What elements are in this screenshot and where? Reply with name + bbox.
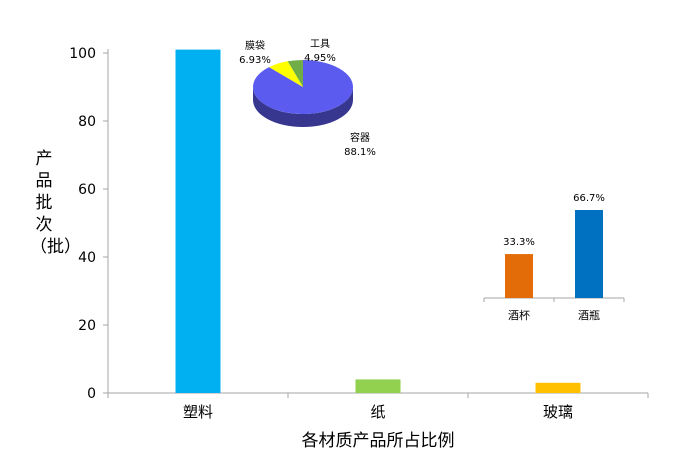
inset-bar-1 (505, 254, 533, 298)
pie-label: 工具 (310, 38, 330, 50)
x-tick-label: 玻璃 (543, 403, 573, 421)
main-chart-bars (175, 49, 581, 393)
x-axis-label: 各材质产品所占比例 (302, 431, 455, 451)
inset-bar-value-label: 66.7% (573, 193, 605, 204)
pie-slice (252, 60, 353, 114)
y-axis-label: 产品批次（批） (30, 149, 81, 257)
y-tick-label: 0 (87, 386, 96, 402)
pie-value-label: 4.95% (304, 53, 336, 64)
pie-value-label: 6.93% (239, 55, 271, 66)
inset-bar-chart: 33.3% 酒杯 66.7% 酒瓶 (483, 193, 625, 322)
y-tick-label: 100 (69, 46, 96, 62)
pie-slice (287, 60, 303, 87)
y-tick-label: 20 (78, 318, 96, 334)
x-tick-label: 纸 (370, 403, 385, 421)
y-tick-label: 40 (78, 250, 96, 266)
x-tick-label: 塑料 (183, 403, 213, 421)
inset-category-label: 酒瓶 (578, 308, 600, 322)
pie-slice (269, 61, 303, 87)
inset-pie-chart: 容器 88.1% 膜袋 6.93% 工具 4.95% (239, 38, 376, 158)
pie-value-label: 88.1% (344, 147, 376, 158)
inset-bar-value-label: 33.3% (503, 237, 535, 248)
inset-bar-2 (575, 210, 603, 298)
bar-2 (355, 379, 401, 393)
y-tick-label: 60 (78, 182, 96, 198)
bar-3 (535, 382, 581, 393)
y-tick-label: 80 (78, 114, 96, 130)
inset-category-label: 酒杯 (508, 308, 530, 322)
bar-1 (175, 49, 221, 393)
pie-side (253, 87, 353, 127)
pie-label: 膜袋 (245, 39, 265, 52)
pie-label: 容器 (350, 131, 370, 144)
